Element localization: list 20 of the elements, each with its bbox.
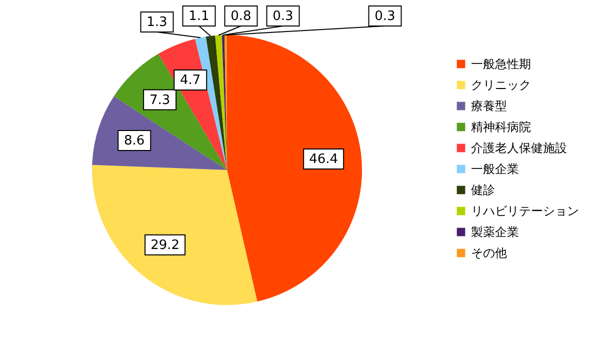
legend-label: その他 [471,246,507,260]
legend-label: 一般急性期 [471,57,531,71]
data-label: 0.8 [230,9,252,24]
data-label: 46.4 [309,152,338,168]
data-label: 0.3 [272,9,294,24]
data-label: 0.3 [374,9,396,24]
data-label: 8.6 [124,134,145,149]
legend-label: 介護老人保健施設 [471,141,567,155]
data-label: 4.7 [180,72,201,88]
legend-label: 精神科病院 [471,120,531,134]
legend-label: クリニック [471,78,531,92]
data-label: 29.2 [150,238,180,253]
data-label: 1.1 [188,9,210,24]
data-label: 1.3 [146,15,168,30]
legend-label: 製薬企業 [471,225,519,239]
legend-label: 療養型 [471,99,507,113]
legend-label: 一般企業 [471,162,519,176]
legend-label: 健診 [471,183,495,197]
data-label: 7.3 [149,92,170,108]
legend-label: リハビリテーション [471,204,579,218]
